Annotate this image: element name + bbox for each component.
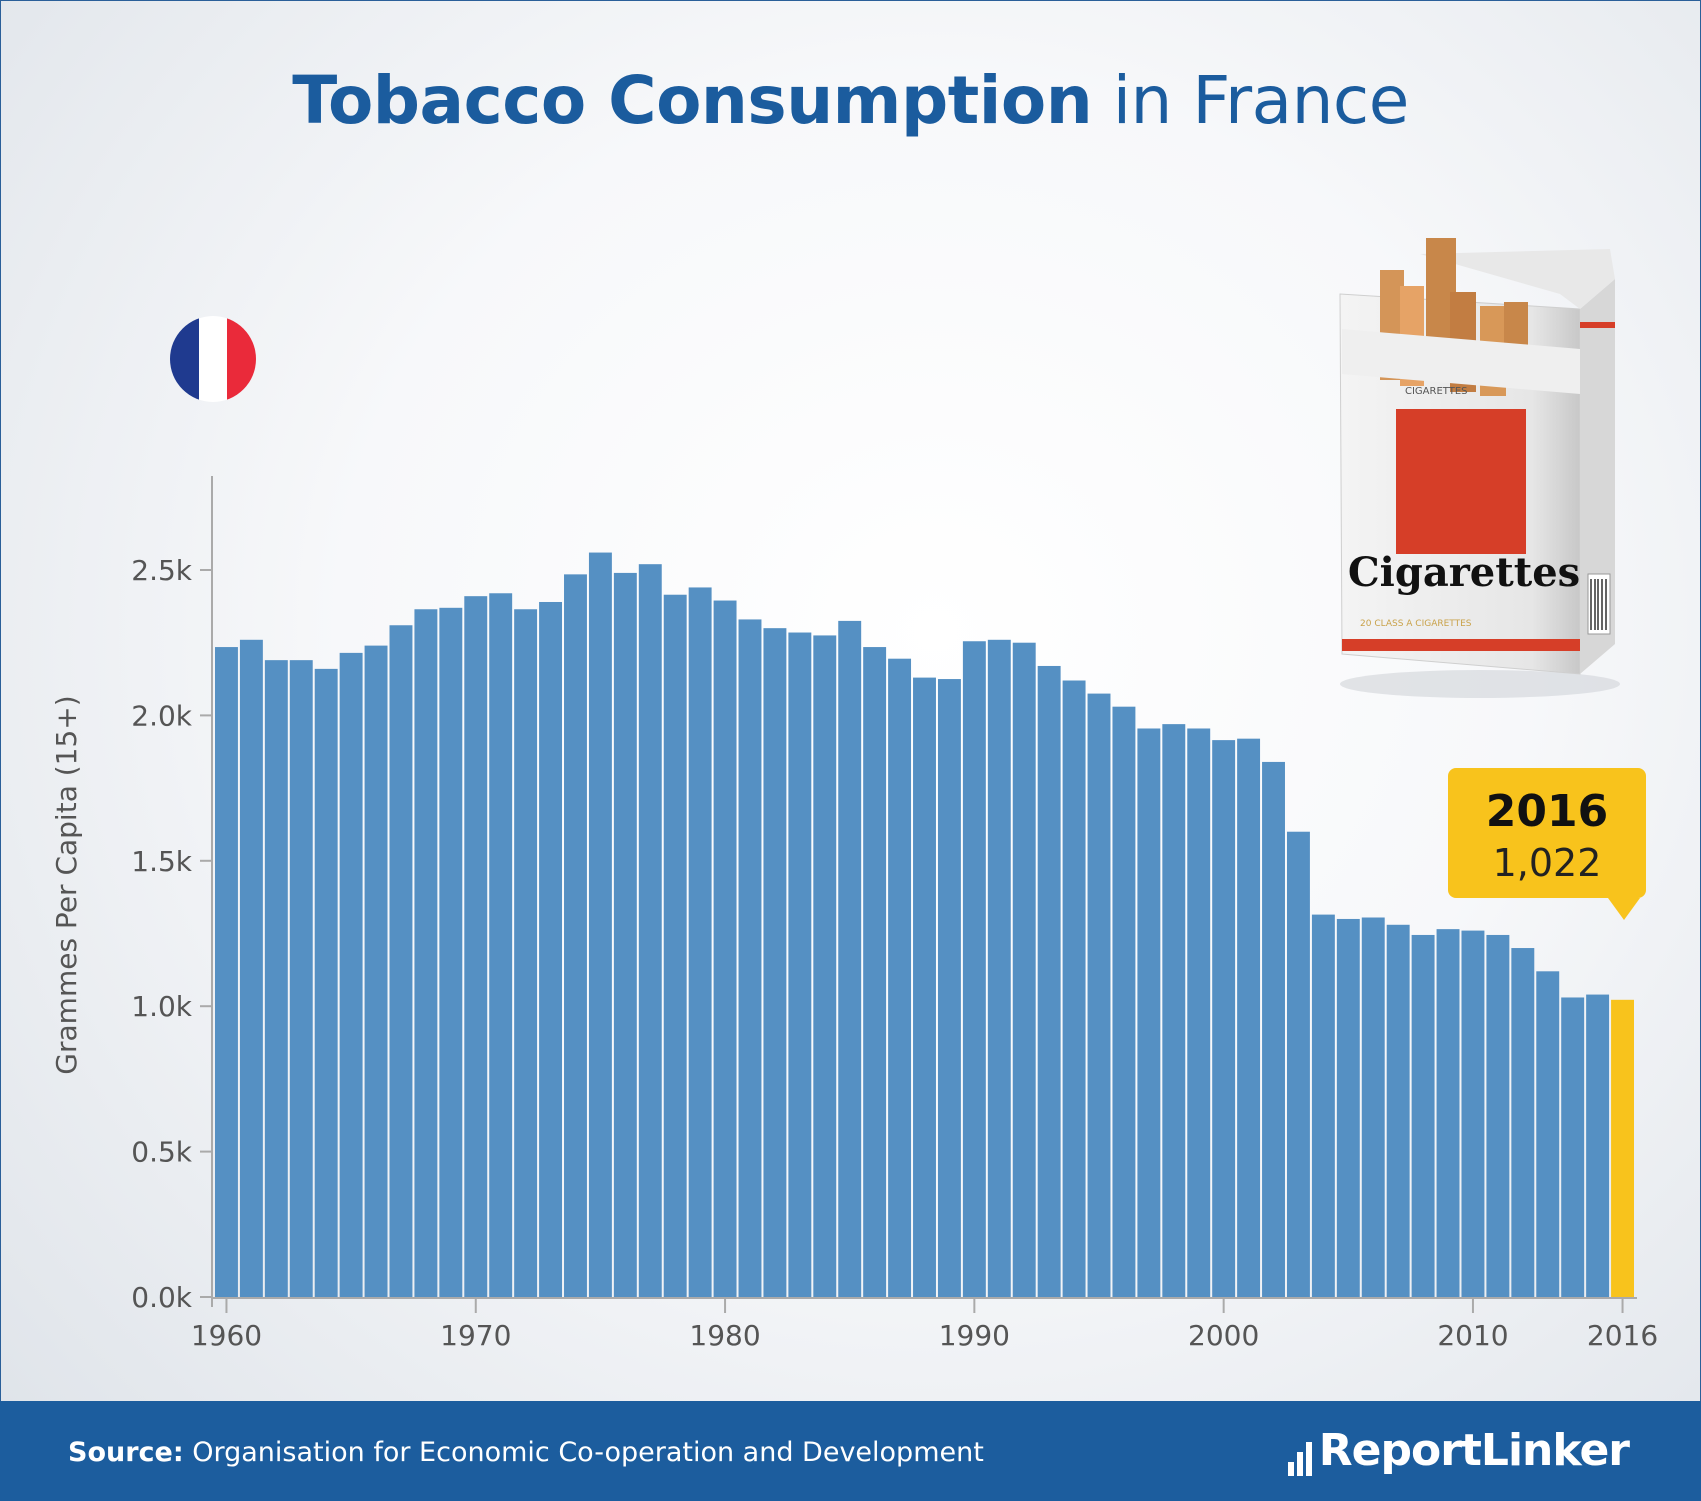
pack-top-text: CIGARETTES: [1405, 386, 1468, 397]
footer-bar: Source: Organisation for Economic Co-ope…: [0, 1401, 1701, 1501]
reportlinker-logo-icon: [1287, 1436, 1315, 1476]
bar-1986: [863, 647, 887, 1297]
source-label: Source:: [68, 1437, 184, 1468]
bar-1972: [514, 609, 538, 1297]
bar-2016: [1611, 999, 1634, 1297]
bar-chart: 0.0k 0.5k 1.0k 1.5k 2.0k 2.5k 1960 1970 1980 199…: [50, 476, 1658, 1352]
bar-1975: [588, 552, 612, 1297]
bar-1965: [339, 652, 363, 1297]
bar-1970: [464, 596, 488, 1297]
y-tick-label: 1.0k: [131, 990, 193, 1023]
source-line: Source: Organisation for Economic Co-ope…: [68, 1437, 984, 1468]
bar-1962: [264, 660, 288, 1297]
bar-1979: [688, 587, 712, 1297]
bar-1977: [638, 564, 662, 1297]
bar-2004: [1311, 914, 1335, 1297]
bar-1983: [788, 632, 812, 1297]
bar-2006: [1361, 917, 1385, 1297]
bar-1971: [489, 593, 513, 1297]
bar-1999: [1187, 728, 1211, 1297]
bar-1968: [414, 609, 438, 1297]
france-flag-icon: [170, 316, 256, 402]
bar-1995: [1087, 693, 1111, 1297]
x-tick-label: 1990: [939, 1319, 1010, 1352]
bar-2009: [1436, 929, 1460, 1297]
bar-1993: [1037, 665, 1061, 1297]
bar-2003: [1286, 831, 1310, 1297]
x-tick-label: 2016: [1587, 1319, 1658, 1352]
x-tick-label: 1980: [689, 1319, 760, 1352]
reportlinker-logo[interactable]: ReportLinker: [1287, 1425, 1630, 1476]
bar-1992: [1012, 642, 1036, 1297]
bar-2002: [1262, 761, 1285, 1297]
bar-1985: [838, 620, 862, 1297]
bar-2007: [1386, 924, 1410, 1297]
bar-1991: [987, 639, 1011, 1297]
bar-2008: [1411, 934, 1435, 1297]
x-ticks-group: 1960 1970 1980 1990 2000 2010 2016: [191, 1298, 1658, 1352]
y-tick-label: 0.5k: [131, 1136, 193, 1169]
title-bold: Tobacco Consumption: [292, 62, 1093, 139]
source-text: Organisation for Economic Co-operation a…: [192, 1437, 984, 1468]
x-tick-label: 2000: [1188, 1319, 1259, 1352]
bar-1967: [389, 625, 413, 1297]
bar-1978: [663, 594, 687, 1297]
bar-1973: [539, 601, 563, 1297]
bar-1961: [239, 639, 263, 1297]
x-tick-label: 2010: [1437, 1319, 1508, 1352]
title-light: in France: [1112, 62, 1410, 139]
bar-1997: [1137, 728, 1161, 1297]
bar-1994: [1062, 680, 1086, 1297]
bar-1960: [215, 647, 238, 1297]
bar-2010: [1461, 930, 1485, 1297]
bar-2012: [1511, 948, 1535, 1297]
y-axis-label: Grammes Per Capita (15+): [50, 695, 83, 1074]
bar-1963: [289, 660, 313, 1297]
page-title: Tobacco Consumption in France: [0, 62, 1701, 139]
bar-1988: [913, 677, 936, 1297]
y-tick-label: 1.5k: [131, 845, 193, 878]
pack-brand-text: Cigarettes: [1348, 549, 1580, 596]
y-ticks-group: 0.0k 0.5k 1.0k 1.5k 2.0k 2.5k: [131, 554, 212, 1314]
bar-1980: [713, 600, 737, 1297]
bar-1990: [962, 641, 986, 1297]
bar-1987: [888, 658, 912, 1297]
bar-2011: [1486, 934, 1510, 1297]
bar-2000: [1212, 740, 1236, 1297]
bar-1996: [1112, 706, 1136, 1297]
bar-2014: [1561, 997, 1585, 1297]
y-tick-label: 2.5k: [131, 554, 193, 587]
bar-1982: [763, 628, 787, 1297]
cigarette-pack-image: Cigarettes CIGARETTES 20 CLASS A CIGARET…: [1339, 238, 1620, 698]
x-tick-label: 1960: [191, 1319, 262, 1352]
bar-1964: [314, 668, 338, 1297]
bar-1974: [564, 574, 587, 1297]
highlight-callout: 2016 1,022: [1448, 768, 1646, 920]
pack-bottom-text: 20 CLASS A CIGARETTES: [1360, 619, 1472, 629]
callout-year: 2016: [1485, 786, 1609, 837]
bar-1998: [1162, 724, 1186, 1297]
bar-2001: [1237, 738, 1261, 1297]
callout-value: 1,022: [1492, 841, 1602, 885]
x-tick-label: 1970: [440, 1319, 511, 1352]
bar-1966: [364, 645, 388, 1297]
bar-2013: [1536, 971, 1560, 1297]
bar-2005: [1336, 918, 1360, 1297]
bar-1989: [937, 679, 961, 1297]
bar-2015: [1586, 994, 1610, 1297]
y-tick-label: 0.0k: [131, 1281, 193, 1314]
logo-text: ReportLinker: [1318, 1425, 1630, 1476]
bar-1984: [813, 635, 837, 1297]
bars-group: [215, 552, 1634, 1297]
bar-1969: [439, 607, 463, 1297]
bar-1981: [738, 619, 762, 1297]
y-tick-label: 2.0k: [131, 699, 193, 732]
bar-1976: [613, 572, 637, 1297]
